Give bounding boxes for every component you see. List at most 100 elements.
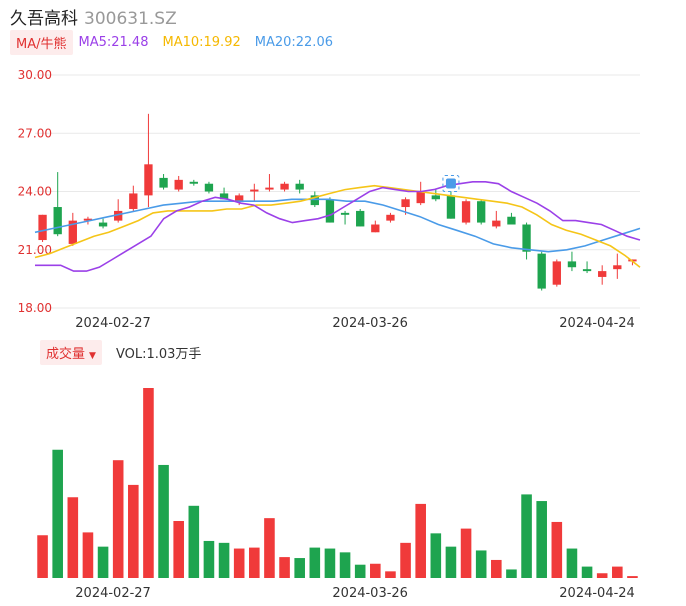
candle-body <box>492 220 501 227</box>
candle-body <box>401 199 410 208</box>
x-tick-label-volume: 2024-02-27 <box>75 586 151 601</box>
volume-bar <box>612 566 623 578</box>
candle-body <box>567 261 577 268</box>
candle-body <box>235 195 244 202</box>
x-tick-label: 2024-04-24 <box>559 316 635 331</box>
volume-bar <box>460 528 472 578</box>
x-tick-label-volume: 2024-04-24 <box>559 586 635 601</box>
candle-body <box>280 183 289 190</box>
volume-bar <box>264 518 275 578</box>
y-tick-label: 27.00 <box>18 126 52 140</box>
candle-body <box>416 191 425 204</box>
event-marker-icon <box>442 175 460 192</box>
volume-bar <box>158 464 169 578</box>
candle-body <box>265 187 274 190</box>
volume-bar <box>324 548 336 578</box>
marker-frame <box>442 175 460 192</box>
volume-bar <box>536 501 547 578</box>
candle-body <box>250 189 259 192</box>
volume-bar <box>82 532 94 578</box>
y-tick-label: 24.00 <box>18 185 52 199</box>
candle-body <box>98 222 108 227</box>
volume-bar <box>566 548 578 578</box>
volume-bar <box>521 494 532 578</box>
volume-bar <box>309 547 321 578</box>
y-tick-label: 21.00 <box>18 243 52 257</box>
volume-bar <box>551 521 563 578</box>
stock-name: 久吾高科 <box>10 9 78 29</box>
x-tick-label-volume: 2024-03-26 <box>332 586 408 601</box>
volume-legend: 成交量 ▼ VOL:1.03万手 <box>40 339 202 365</box>
volume-bar <box>385 571 396 578</box>
candle-body <box>68 220 77 244</box>
volume-bar <box>294 558 305 578</box>
volume-indicator-select[interactable]: 成交量 ▼ <box>40 339 102 365</box>
volume-bar <box>596 573 608 578</box>
volume-bar <box>627 576 638 578</box>
volume-bar <box>279 557 290 578</box>
volume-bar <box>581 566 593 578</box>
candle-body <box>144 164 153 196</box>
volume-bar <box>445 546 457 578</box>
volume-bar <box>506 569 517 578</box>
candle-body <box>356 210 365 227</box>
candle-body <box>114 210 123 221</box>
x-tick-label: 2024-03-26 <box>332 316 408 331</box>
volume-bar <box>400 542 411 578</box>
x-tick-label: 2024-02-27 <box>75 316 151 331</box>
triangle-down-icon: ▼ <box>89 350 96 361</box>
candle-body <box>522 224 531 252</box>
volume-bar <box>112 460 124 578</box>
volume-bar <box>188 505 200 578</box>
candle-body <box>38 214 47 241</box>
volume-bar <box>430 533 442 578</box>
y-tick-label: 18.00 <box>18 301 52 315</box>
candle-body <box>174 179 183 190</box>
ma-legend: MA/牛熊 MA5:21.48 MA10:19.92 MA20:22.06 <box>10 29 347 55</box>
volume-bar <box>233 548 245 578</box>
candle-body <box>552 261 561 285</box>
volume-bar <box>249 547 260 578</box>
ma10-line <box>34 184 641 268</box>
volume-tag-label: 成交量 <box>46 346 86 362</box>
candle-body <box>598 271 607 277</box>
ma-bull-bear-tag[interactable]: MA/牛熊 <box>10 29 73 55</box>
candle-body <box>295 183 304 190</box>
marker-badge <box>445 178 456 189</box>
volume-bar <box>173 521 184 578</box>
candle-body <box>477 201 486 223</box>
volume-bar <box>52 449 63 578</box>
candle-body <box>537 253 546 289</box>
volume-bar <box>128 484 139 578</box>
volume-bar <box>97 546 109 578</box>
volume-bar <box>218 542 230 578</box>
ma20-label: MA20:22.06 <box>254 34 333 50</box>
volume-bar <box>67 497 79 578</box>
volume-bar <box>491 559 502 578</box>
candle-body <box>53 207 62 235</box>
volume-bar <box>339 552 351 578</box>
candle-body <box>83 218 93 221</box>
candle-body <box>159 177 168 188</box>
candle-body <box>386 214 395 221</box>
ma20-line <box>34 198 641 253</box>
candle-body <box>582 269 592 272</box>
volume-bar <box>143 388 154 578</box>
candle-body <box>129 193 138 209</box>
candle-body <box>340 212 350 215</box>
volume-bar <box>415 503 426 578</box>
ma10-label: MA10:19.92 <box>162 34 241 50</box>
candle-body <box>189 181 198 184</box>
y-tick-label: 30.00 <box>18 68 52 82</box>
volume-value-label: VOL:1.03万手 <box>115 346 202 362</box>
volume-bar <box>370 563 381 578</box>
ma5-line <box>35 181 641 272</box>
candle-body <box>446 195 456 219</box>
stock-code: 300631.SZ <box>84 9 177 29</box>
volume-bar <box>475 550 487 578</box>
candle-body <box>219 193 229 200</box>
candle-body <box>461 201 471 223</box>
candle-body <box>431 195 440 200</box>
candle-body <box>371 224 380 233</box>
